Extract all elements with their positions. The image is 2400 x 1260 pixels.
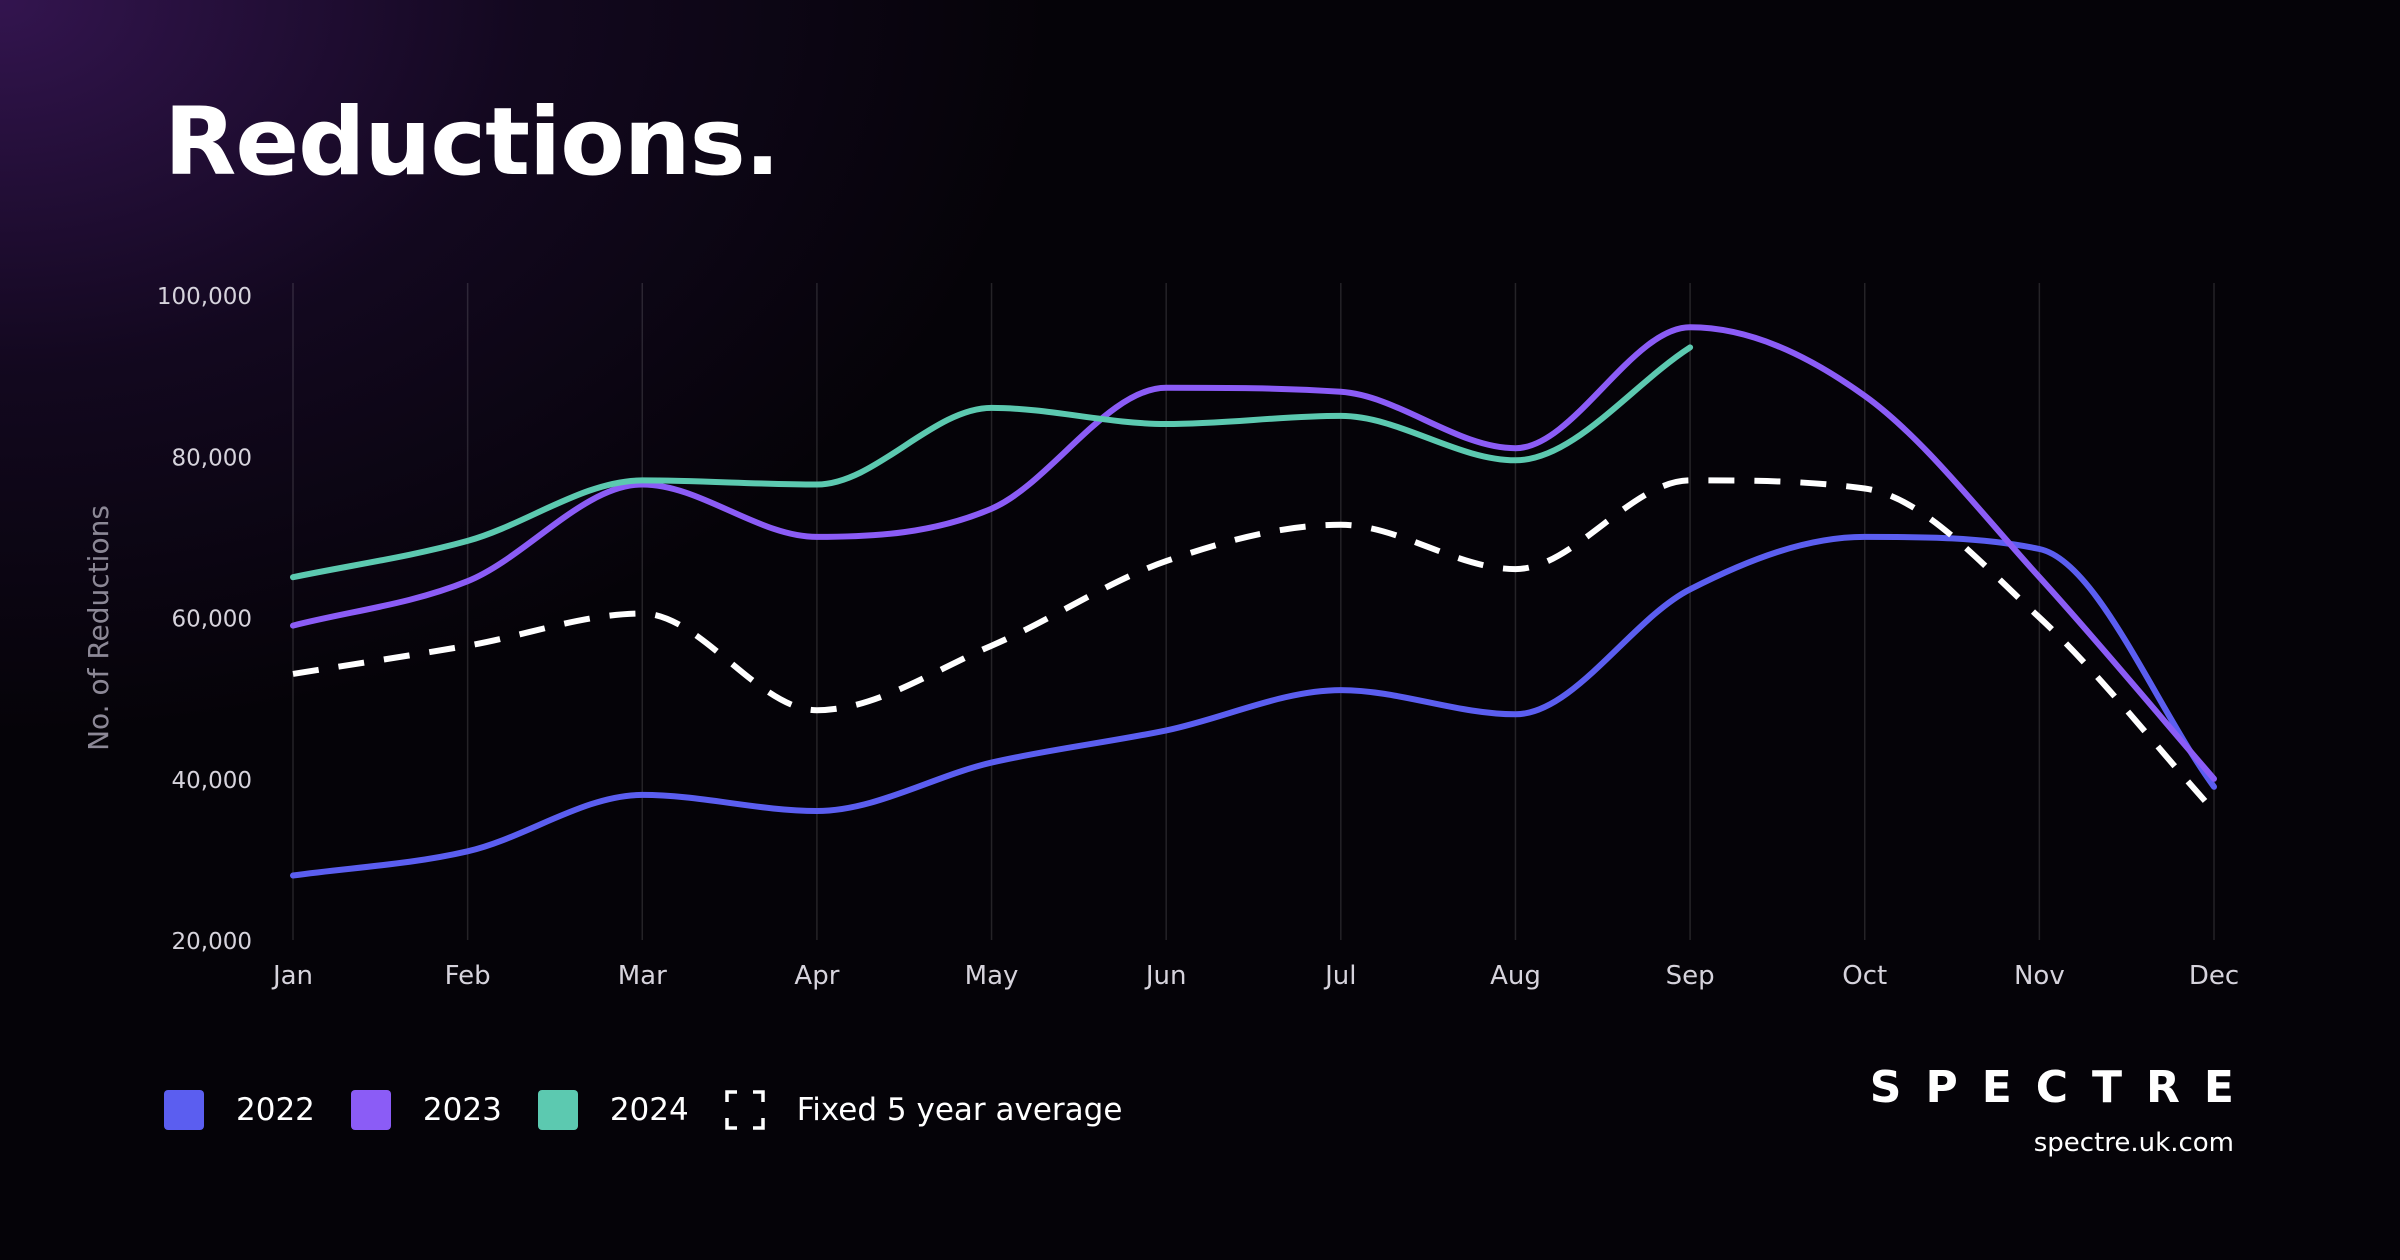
series-line-2023 <box>290 324 2217 782</box>
legend-swatch-2023 <box>350 1090 391 1130</box>
x-tick-label: Mar <box>618 961 667 991</box>
x-tick-label: Feb <box>445 961 491 991</box>
grid-layer <box>292 283 2215 940</box>
legend-label-2023: 2023 <box>422 1092 502 1128</box>
y-tick-label: 40,000 <box>172 768 252 794</box>
x-tick-label: Aug <box>1490 961 1541 991</box>
x-tick-label: Oct <box>1842 961 1887 991</box>
legend-item-2022[interactable]: 2022 <box>164 1090 315 1130</box>
x-tick-label: Dec <box>2189 961 2239 991</box>
legend-item-average[interactable]: Fixed 5 year average <box>724 1090 1123 1130</box>
x-tick-label: Sep <box>1666 961 1715 991</box>
legend: 2022 2023 2024 Fixed 5 year average <box>164 1087 1158 1133</box>
dashed-square-icon <box>724 1090 765 1130</box>
x-tick-label: Jun <box>1144 961 1187 991</box>
brand-url[interactable]: spectre.uk.com <box>2033 1128 2234 1158</box>
y-tick-label: 100,000 <box>157 284 252 310</box>
legend-label-2024: 2024 <box>609 1092 689 1128</box>
x-tick-label: May <box>965 961 1019 991</box>
page-title: Reductions. <box>164 88 780 197</box>
legend-swatch-2024 <box>537 1090 578 1130</box>
legend-item-2024[interactable]: 2024 <box>537 1090 689 1130</box>
y-tick-label: 80,000 <box>172 445 252 471</box>
y-tick-label: 60,000 <box>172 607 252 633</box>
brand-logo: SPECTRE <box>1869 1062 2258 1113</box>
y-axis-ticks: 20,000 40,000 60,000 80,000 100,000 <box>157 284 252 955</box>
legend-label-average: Fixed 5 year average <box>796 1092 1123 1128</box>
legend-swatch-2022 <box>164 1090 204 1130</box>
x-tick-label: Jan <box>271 961 313 991</box>
y-axis-label: No. of Reductions <box>82 505 115 751</box>
legend-label-2022: 2022 <box>236 1092 315 1128</box>
x-tick-label: Nov <box>2014 961 2065 991</box>
x-axis-ticks: Jan Feb Mar Apr May Jun Jul Aug Sep Oct Nov Dec <box>271 961 2239 991</box>
series-line-2022 <box>290 533 2217 879</box>
series-layer <box>290 324 2217 879</box>
series-line-fixed-5-year-average <box>292 477 2217 814</box>
y-tick-label: 20,000 <box>172 929 252 955</box>
brand: SPECTRE spectre.uk.com <box>1870 1066 2234 1159</box>
legend-item-2023[interactable]: 2023 <box>350 1090 502 1130</box>
series-line-2024 <box>290 344 1694 581</box>
x-tick-label: Jul <box>1323 961 1356 991</box>
x-tick-label: Apr <box>794 961 839 991</box>
